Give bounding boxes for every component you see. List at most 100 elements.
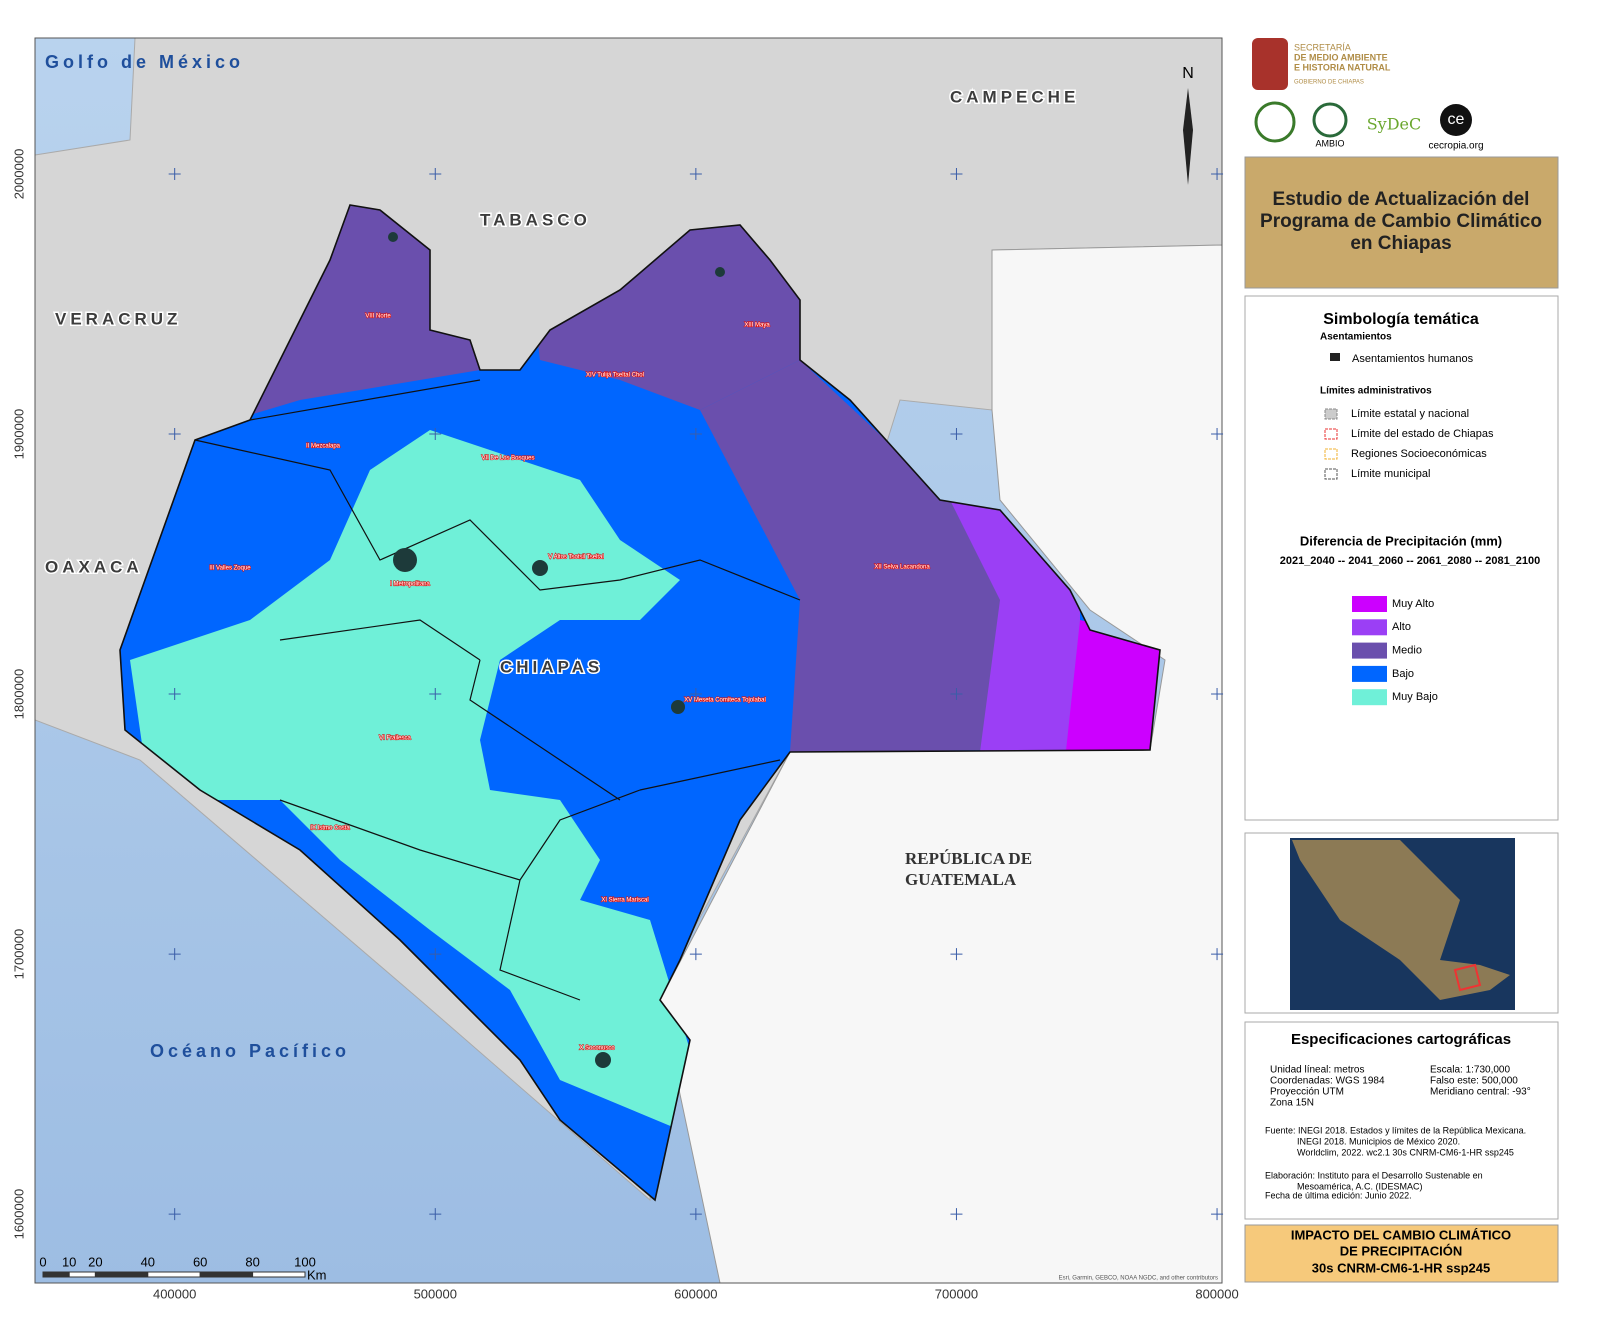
grid-cross [429, 167, 442, 180]
region-boundaries [194, 379, 801, 1001]
logo-text: DE MEDIO AMBIENTE [1294, 52, 1388, 62]
logo [1440, 104, 1472, 136]
scale-label: 10 [62, 1254, 76, 1269]
region-label: V Altos Tsotsil Tseltal [548, 555, 603, 561]
admin-legend: Límite estatal y nacional Límite del esta… [1324, 408, 1494, 480]
specs-line: Escala: 1:730,000 [1430, 1065, 1510, 1076]
specs-note: Worldclim, 2022. wc2.1 30s CNRM-CM6-1-HR… [1297, 1147, 1514, 1157]
legend-box [1244, 295, 1559, 821]
sea-label: Océano Pacífico [150, 1041, 350, 1061]
north-arrow-label: N [1182, 65, 1194, 82]
region-label: VII De Los Bosques [481, 456, 534, 462]
state-label: TABASCO [480, 210, 591, 229]
specs-line: Coordenadas: WGS 1984 [1270, 1076, 1385, 1087]
region-label: IX Istmo Costa [310, 826, 350, 832]
grid-cross [950, 428, 963, 441]
grid-cross [689, 948, 702, 961]
zone-muy-bajo [130, 430, 690, 1130]
settlement [671, 700, 685, 714]
grid-cross [429, 428, 442, 441]
attribution: Esri, Garmin, GEBCO, NOAA NGDC, and othe… [1059, 1276, 1218, 1282]
map-border [34, 37, 1223, 1284]
specs-title: Especificaciones cartográficas [1291, 1031, 1511, 1048]
state-label: CAMPECHE [950, 87, 1079, 106]
legend-symbol [1324, 428, 1338, 440]
logo-text: AMBIO [1315, 138, 1344, 148]
logo [1254, 101, 1296, 143]
legend-swatch [1352, 619, 1387, 636]
x-tick-label: 800000 [1195, 1286, 1238, 1301]
country-label: REPÚBLICA DE [905, 849, 1032, 868]
specs-line: Meridiano central: -93° [1430, 1087, 1531, 1098]
legend-symbol [1324, 448, 1338, 460]
logo-text: E HISTORIA NATURAL [1294, 62, 1391, 72]
country-label: GUATEMALA [905, 870, 1017, 889]
logo-text: SyDeC [1367, 115, 1422, 134]
specs-note: Fecha de última edición: Junio 2022. [1265, 1190, 1412, 1200]
logo-text: GOBIERNO DE CHIAPAS [1294, 80, 1364, 86]
specs-note: Mesoamérica, A.C. (IDESMAC) [1297, 1181, 1423, 1191]
title-line: Estudio de Actualización del [1273, 189, 1530, 210]
scale-segment [68, 1271, 96, 1278]
region-label: XIII Maya [744, 323, 770, 329]
legend-symbol [1324, 408, 1338, 420]
region-label: VIII Norte [365, 314, 391, 320]
legend-subtitle: 2021_2040 -- 2041_2060 -- 2061_2080 -- 2… [1280, 555, 1541, 567]
legend-item: Muy Bajo [1392, 691, 1438, 703]
specs-note: Fuente: INEGI 2018. Estados y límites de… [1265, 1125, 1526, 1135]
specs-note: Elaboración: Instituto para el Desarroll… [1265, 1170, 1483, 1180]
scale-label: 100 [294, 1254, 316, 1269]
legend-heading: Asentamientos [1320, 332, 1392, 343]
footer-line: DE PRECIPITACIÓN [1340, 1243, 1463, 1258]
legend-symbol [1330, 353, 1340, 361]
grid-cross [950, 948, 963, 961]
legend-swatch [1352, 665, 1387, 682]
x-tick-label: 400000 [153, 1286, 196, 1301]
region-label: XI Sierra Mariscal [601, 898, 648, 904]
grid-cross [689, 688, 702, 701]
logo-text: ce [1448, 111, 1465, 128]
y-tick-label: 1700000 [11, 929, 26, 980]
region-label: XV Meseta Comiteca Tojolabal [684, 698, 766, 704]
specs-line: Falso este: 500,000 [1430, 1076, 1518, 1087]
legend-heading: Límites administrativos [1320, 386, 1432, 397]
grid-cross [689, 167, 702, 180]
region-label: X Soconusco [579, 1046, 615, 1052]
specs-line: Proyección UTM [1270, 1087, 1344, 1098]
region-label: I Metropolitana [390, 582, 430, 588]
specs-box [1244, 1021, 1559, 1220]
north-arrow [1183, 88, 1193, 185]
grid-cross [1211, 1208, 1224, 1221]
settlement [595, 1052, 611, 1068]
specs-line: Zona 15N [1270, 1098, 1314, 1109]
grid-cross [950, 167, 963, 180]
zone-medio-selva [700, 360, 1000, 752]
grid-cross [168, 948, 181, 961]
legend-item: Límite del estado de Chiapas [1351, 428, 1494, 440]
specs-line: Unidad líneal: metros [1270, 1065, 1365, 1076]
grid-cross [429, 688, 442, 701]
grid-cross [1211, 428, 1224, 441]
logo-shield [1252, 38, 1288, 90]
settlement [388, 232, 398, 242]
grid-cross [950, 688, 963, 701]
sea-label: Golfo de México [45, 52, 244, 72]
logo [1312, 102, 1348, 138]
logos: SECRETARÍA DE MEDIO AMBIENTE E HISTORIA … [1252, 38, 1484, 152]
grid-cross [1211, 948, 1224, 961]
grid-cross [689, 1208, 702, 1221]
legend-title: Simbología temática [1323, 311, 1479, 328]
legend-symbol [1324, 468, 1338, 480]
x-tick-label: 500000 [414, 1286, 457, 1301]
zone-muy-alto [1065, 620, 1160, 760]
scale-segment [199, 1271, 254, 1278]
scale-label: 60 [193, 1254, 207, 1269]
grid-cross [429, 1208, 442, 1221]
legend-item: Alto [1392, 621, 1411, 633]
scale-label: 0 [39, 1254, 46, 1269]
x-tick-label: 600000 [674, 1286, 717, 1301]
state-label: VERACRUZ [55, 309, 181, 328]
y-tick-label: 1800000 [11, 669, 26, 720]
